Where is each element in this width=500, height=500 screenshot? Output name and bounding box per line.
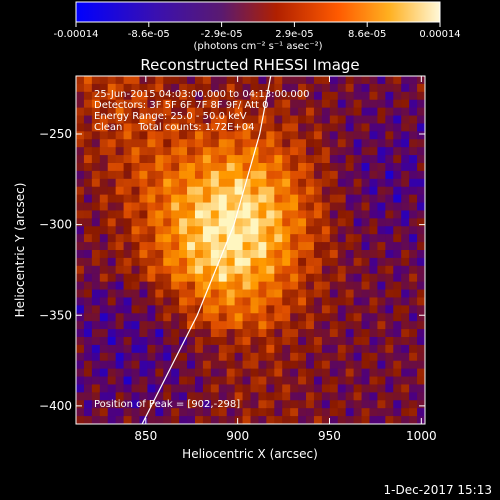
colorbar-tick-label: -2.9e-05 [201, 29, 243, 40]
solar-limb-curve [141, 76, 272, 424]
colorbar-tick-label: -8.6e-05 [128, 29, 170, 40]
annotation-peak-position: Position of Peak = [902,-298] [94, 399, 240, 410]
y-axis-label: Heliocentric Y (arcsec) [13, 183, 27, 318]
heatmap-area [76, 76, 425, 424]
colorbar-tick-label: -0.00014 [54, 29, 99, 40]
axis-ticks: 850 900 950 1000 −250 −300 −350 −400 [39, 76, 437, 443]
y-tick-label: −350 [39, 308, 72, 322]
colorbar-ticks: -0.00014 -8.6e-05 -2.9e-05 2.9e-05 8.6e-05 0.… [54, 22, 461, 40]
plot-frame [75, 75, 426, 425]
y-tick-label: −250 [39, 127, 72, 141]
footer-date: 1-Dec-2017 15:13 [384, 483, 492, 497]
colorbar-unit-label: (photons cm⁻² s⁻¹ asec⁻²) [193, 41, 322, 52]
colorbar-tick-label: 2.9e-05 [275, 29, 313, 40]
x-axis-label: Heliocentric X (arcsec) [182, 447, 318, 461]
annotation-total-counts: Clean Total counts: 1.72E+04 [94, 122, 254, 133]
colorbar-tick-label: 0.00014 [419, 29, 460, 40]
colorbar [75, 1, 441, 23]
y-tick-label: −300 [39, 218, 72, 232]
x-tick-label: 950 [318, 429, 341, 443]
annotation-detectors: Detectors: 3F 5F 6F 7F 8F 9F/ Att 0 [94, 100, 269, 111]
colorbar-tick-label: 8.6e-05 [348, 29, 386, 40]
annotation-energy-range: Energy Range: 25.0 - 50.0 keV [94, 111, 247, 122]
x-tick-label: 1000 [406, 429, 437, 443]
chart-title: Reconstructed RHESSI Image [140, 56, 359, 74]
y-tick-label: −400 [39, 399, 72, 413]
x-tick-label: 850 [134, 429, 157, 443]
x-tick-label: 900 [226, 429, 249, 443]
annotation-time-range: 25-Jun-2015 04:03:00.000 to 04:13:00.000 [94, 89, 310, 100]
